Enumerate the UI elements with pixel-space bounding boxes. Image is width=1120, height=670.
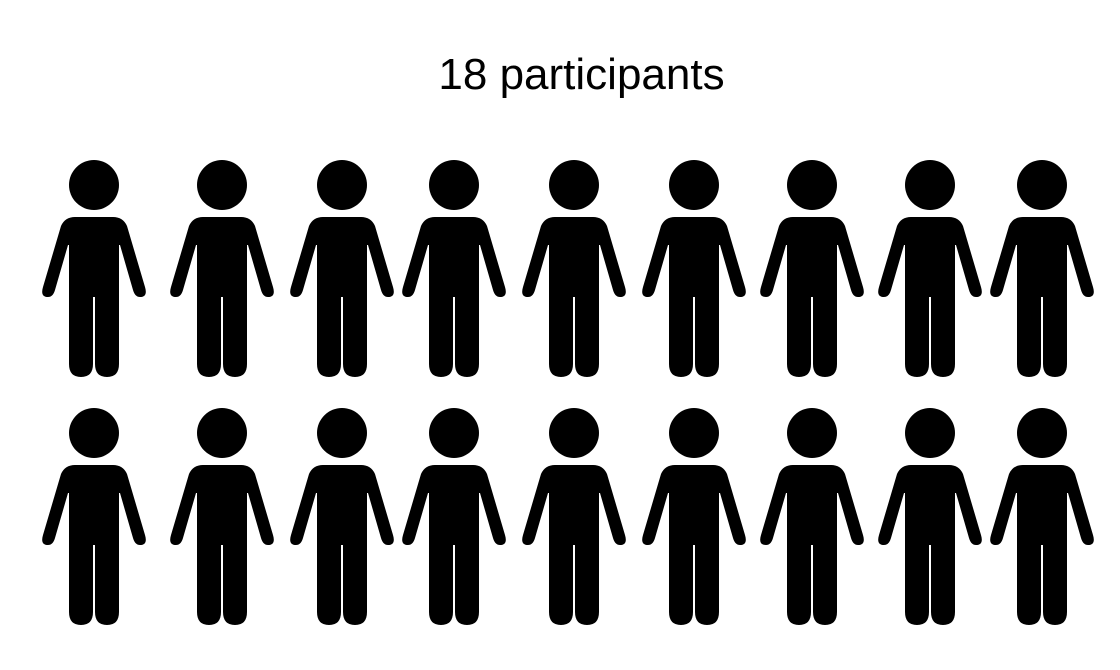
person-icon [642,408,746,625]
participants-title: 18 participants [438,50,725,99]
person-icon [290,408,394,625]
person-icon [170,408,274,625]
person-icon [522,160,626,377]
person-icon [42,408,146,625]
person-icon [990,408,1094,625]
person-icon [170,160,274,377]
person-icon [402,408,506,625]
person-icon [522,408,626,625]
person-icon [290,160,394,377]
person-icon [760,160,864,377]
person-icon [760,408,864,625]
person-icon [42,160,146,377]
person-icon [402,160,506,377]
person-icon [878,160,982,377]
person-icon [990,160,1094,377]
person-icon [642,160,746,377]
person-icon [878,408,982,625]
